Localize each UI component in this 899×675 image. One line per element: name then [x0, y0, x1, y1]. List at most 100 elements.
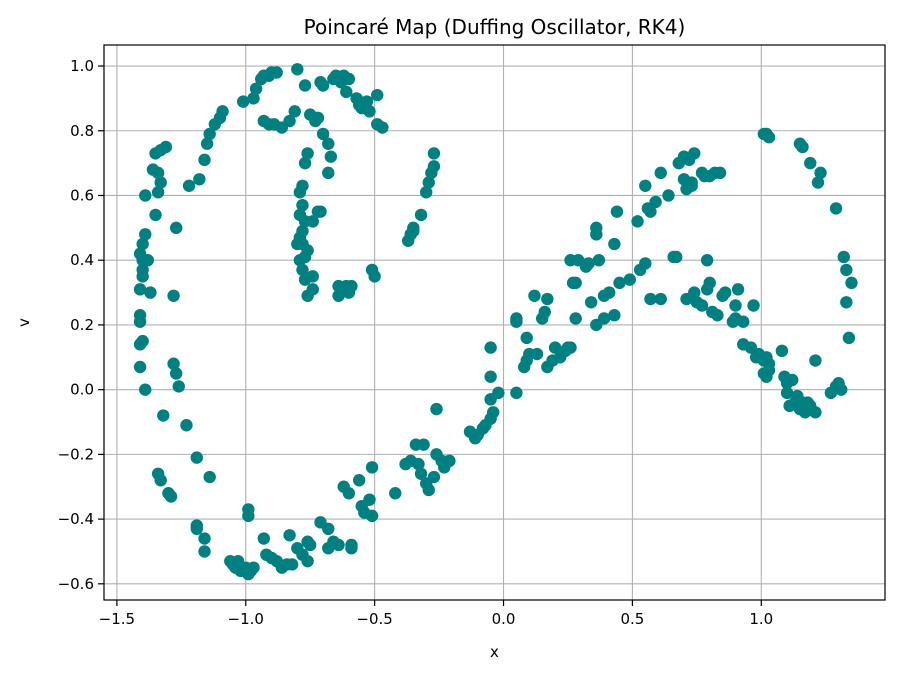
data-point	[342, 72, 356, 86]
data-point	[608, 309, 621, 322]
y-tick-label: 0.6	[70, 186, 94, 204]
data-point	[487, 406, 500, 419]
data-point	[157, 409, 170, 422]
data-point	[837, 250, 850, 264]
data-point	[538, 305, 551, 319]
data-point	[216, 105, 229, 118]
data-point	[662, 189, 675, 202]
data-point	[592, 254, 606, 267]
x-tick-label: −0.5	[356, 610, 392, 628]
data-point	[257, 532, 271, 545]
y-tick-label: 0.2	[70, 316, 94, 334]
data-point	[283, 529, 296, 542]
data-point	[136, 270, 149, 283]
data-point	[569, 276, 582, 290]
data-point	[139, 228, 152, 241]
data-point	[190, 522, 203, 536]
data-point	[412, 457, 425, 471]
data-point	[422, 483, 435, 497]
data-point	[484, 341, 497, 354]
data-point	[510, 386, 523, 400]
data-point	[285, 558, 299, 571]
data-point	[298, 156, 312, 170]
data-point	[293, 254, 307, 267]
data-point	[389, 487, 402, 500]
data-point	[520, 331, 533, 345]
data-point	[291, 63, 304, 76]
data-point	[203, 470, 216, 484]
data-point	[149, 208, 162, 222]
data-point	[796, 140, 809, 154]
x-tick-label: 0.5	[620, 610, 644, 628]
data-point	[427, 160, 441, 173]
y-axis-ticks: −0.6 −0.4 −0.2 0.0 0.2 0.4 0.6 0.8 1.0	[58, 57, 104, 593]
data-point	[584, 296, 598, 309]
data-point	[649, 195, 662, 209]
data-point	[639, 257, 652, 270]
data-point	[718, 286, 732, 299]
data-point	[304, 538, 317, 552]
data-point	[288, 105, 301, 118]
data-point	[190, 451, 203, 464]
data-point	[342, 487, 356, 500]
data-point	[151, 186, 165, 199]
data-point	[809, 354, 822, 367]
data-point	[316, 79, 330, 92]
data-point	[352, 474, 366, 487]
data-point	[169, 367, 183, 380]
data-point	[139, 189, 152, 202]
data-point	[582, 257, 595, 270]
y-tick-label: 0.0	[70, 381, 94, 399]
data-point	[713, 166, 727, 180]
x-tick-label: −1.5	[99, 610, 135, 628]
data-point	[159, 140, 173, 154]
data-point	[639, 179, 652, 192]
data-point	[414, 208, 428, 222]
data-point	[811, 176, 825, 189]
data-point	[700, 254, 714, 267]
data-point	[172, 380, 185, 393]
y-tick-label: −0.4	[58, 510, 94, 528]
data-point	[747, 299, 760, 312]
data-point	[613, 276, 626, 290]
data-point	[180, 419, 193, 432]
data-point	[834, 383, 848, 396]
data-point	[198, 153, 211, 167]
data-point	[293, 186, 307, 199]
data-point	[842, 331, 856, 345]
data-point	[270, 66, 283, 79]
data-point	[422, 176, 435, 189]
data-point	[376, 121, 389, 134]
data-point	[417, 438, 430, 451]
data-point	[654, 166, 667, 180]
data-point	[371, 88, 384, 102]
data-point	[167, 289, 180, 303]
data-point	[340, 279, 353, 293]
data-point	[644, 292, 657, 306]
data-point	[729, 299, 742, 312]
scatter-points	[133, 63, 858, 581]
data-point	[541, 292, 554, 306]
data-point	[685, 179, 698, 192]
data-point	[322, 522, 335, 536]
data-point	[345, 542, 358, 555]
data-point	[368, 270, 381, 283]
x-tick-label: −1.0	[228, 610, 264, 628]
data-point	[164, 490, 178, 503]
data-point	[365, 461, 379, 474]
data-point	[407, 221, 420, 235]
data-point	[780, 386, 794, 400]
data-point	[840, 263, 853, 277]
data-point	[427, 147, 441, 160]
data-point	[167, 357, 180, 370]
data-point	[352, 98, 366, 112]
data-point	[154, 474, 167, 487]
data-point	[198, 545, 211, 558]
data-point	[247, 92, 260, 105]
data-point	[564, 341, 577, 354]
data-point	[703, 276, 716, 290]
data-point	[306, 215, 319, 228]
data-point	[141, 254, 155, 267]
data-point	[242, 509, 255, 523]
